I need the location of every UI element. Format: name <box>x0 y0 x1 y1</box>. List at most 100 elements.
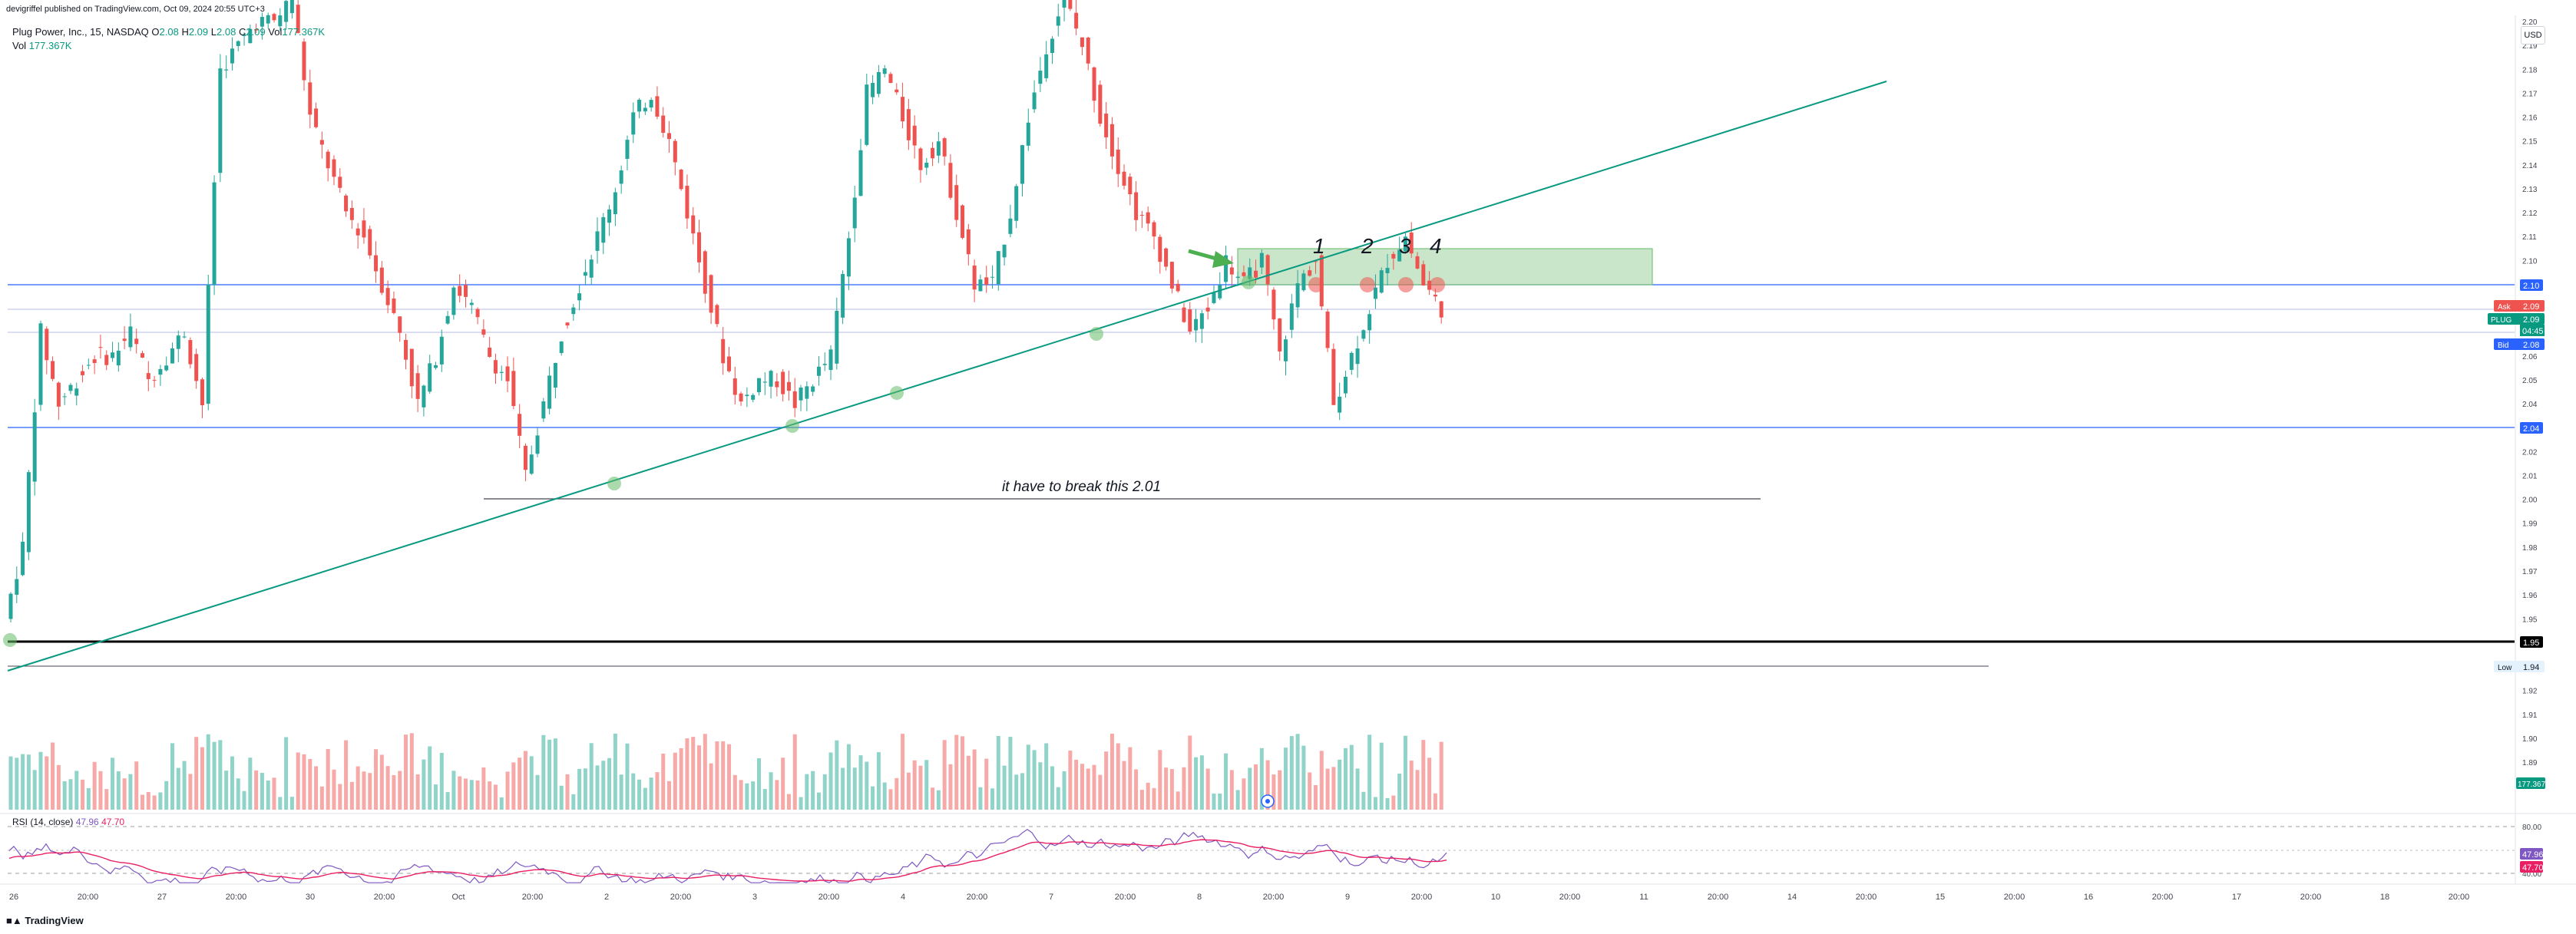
candle-body <box>715 305 719 325</box>
candle-body <box>1014 186 1019 221</box>
volume-bar <box>422 759 426 810</box>
candle-body <box>15 579 19 595</box>
candle-body <box>344 195 349 212</box>
rsi-legend: RSI (14, close) 47.96 47.70 <box>12 817 124 827</box>
candle-body <box>224 69 229 71</box>
candle-body <box>511 371 516 407</box>
volume-bar <box>1271 774 1276 810</box>
candle-body <box>194 354 199 381</box>
volume-bar <box>703 734 707 810</box>
candle-body <box>691 215 696 234</box>
volume-bar <box>1367 734 1372 810</box>
currency-selector[interactable]: USD <box>2521 26 2545 45</box>
badge-countdown-text: 04:45 <box>2522 327 2544 336</box>
candle-body <box>1391 253 1396 259</box>
volume-bar <box>146 791 150 810</box>
candle-body <box>721 338 726 364</box>
volume-bar <box>822 774 827 810</box>
candle-body <box>1050 38 1054 53</box>
price-tick: 2.04 <box>2522 401 2538 409</box>
candle-body <box>858 150 863 196</box>
candle-body <box>996 251 1000 285</box>
candle-body <box>8 593 13 619</box>
price-tick: 2.01 <box>2522 472 2538 480</box>
volume-bar <box>355 766 360 810</box>
volume-bar <box>1032 750 1037 810</box>
candle-body <box>792 391 797 408</box>
candle-body <box>655 96 660 117</box>
candle-body <box>62 396 67 398</box>
candle-body <box>924 162 929 168</box>
price-tick: 2.06 <box>2522 353 2538 361</box>
volume-bar <box>51 742 55 810</box>
volume-bar <box>1427 757 1432 810</box>
badge-volume <box>2516 777 2545 789</box>
volume-bars <box>8 733 1443 810</box>
candle-body <box>463 285 468 297</box>
volume-bar <box>1074 759 1079 810</box>
badge-symbol-label: PLUG <box>2491 316 2512 325</box>
volume-bar <box>194 737 199 810</box>
candle-body <box>488 347 492 357</box>
time-tick: 14 <box>1787 893 1797 902</box>
volume-bar <box>45 756 49 810</box>
candle-body <box>894 89 899 93</box>
touch-marker-support <box>890 386 904 400</box>
candle-body <box>505 366 510 381</box>
volume-bar <box>942 740 947 810</box>
candle-body <box>535 435 540 454</box>
volume-legend-label: Vol <box>12 40 27 51</box>
candle-body <box>1284 339 1288 361</box>
candle-body <box>51 361 55 379</box>
volume-bar <box>445 792 450 810</box>
volume-bar <box>1439 741 1443 810</box>
volume-bar <box>116 771 121 810</box>
volume-bar <box>535 774 540 810</box>
candle-body <box>404 339 408 360</box>
time-tick: 4 <box>901 893 905 902</box>
time-tick: 20:00 <box>967 893 988 902</box>
candle-body <box>302 41 306 81</box>
touch-marker-resistance <box>1398 277 1414 292</box>
candle-body <box>104 355 109 365</box>
volume-bar <box>206 734 210 810</box>
volume-bar <box>559 785 564 810</box>
touch-marker-support <box>1242 276 1255 289</box>
candle-body <box>206 284 210 404</box>
volume-bar <box>1308 772 1312 810</box>
candle-body <box>128 326 133 348</box>
volume-bar <box>469 780 474 810</box>
candle-body <box>74 388 79 396</box>
candle-body <box>739 393 743 402</box>
volume-bar <box>218 740 223 810</box>
candle-body <box>146 373 150 380</box>
volume-bar <box>332 769 336 810</box>
candle-body <box>583 272 587 276</box>
time-tick: 20:00 <box>2300 893 2322 902</box>
candle-body <box>811 386 815 392</box>
candle-body <box>852 197 857 229</box>
volume-bar <box>1373 797 1377 810</box>
candle-body <box>529 454 534 474</box>
candle-body <box>499 371 504 373</box>
candle-body <box>607 209 612 223</box>
candle-body <box>1415 256 1420 269</box>
candle-body <box>32 412 37 482</box>
candle-body <box>332 159 336 177</box>
volume-bar <box>1313 785 1318 810</box>
volume-bar <box>871 786 875 810</box>
candle-body <box>212 182 217 285</box>
candle-body <box>254 29 259 31</box>
volume-bar <box>1169 769 1174 810</box>
time-tick: 16 <box>2084 893 2093 902</box>
volume-bar <box>852 767 857 810</box>
volume-bar <box>637 779 642 810</box>
volume-bar <box>894 777 899 810</box>
candle-body <box>1002 244 1007 258</box>
volume-bar <box>619 774 623 810</box>
candle-body <box>415 373 420 399</box>
candle-body <box>1098 84 1103 124</box>
volume-bar <box>428 746 432 810</box>
volume-bar <box>565 774 570 810</box>
